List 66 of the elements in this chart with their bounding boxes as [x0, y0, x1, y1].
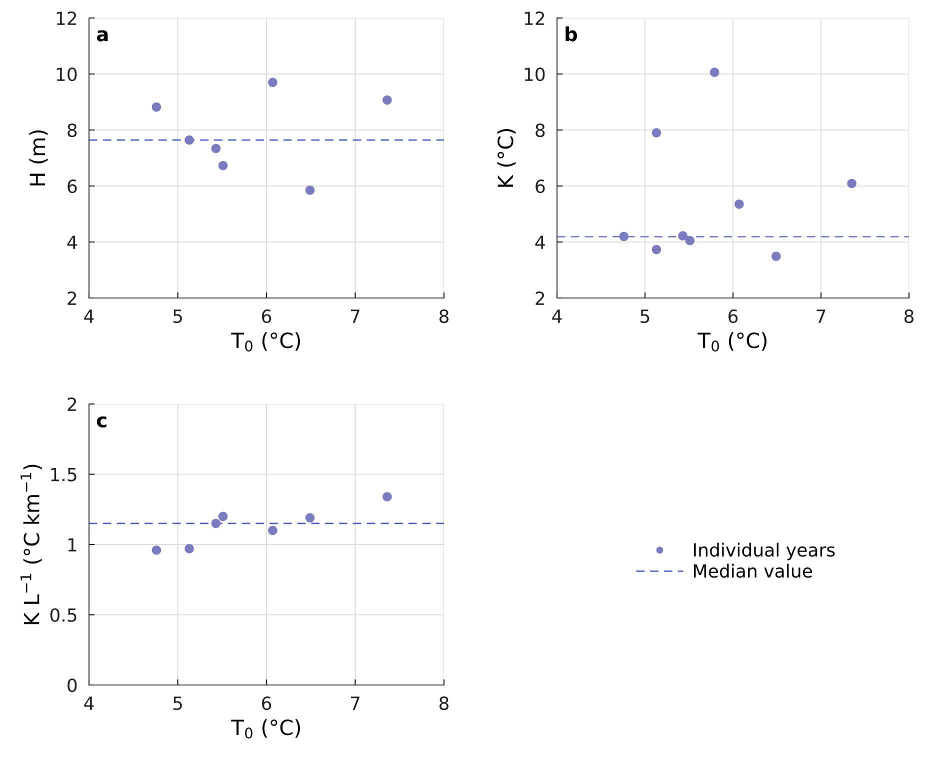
- x-tick-label: 6: [262, 696, 272, 710]
- point: [771, 252, 781, 261]
- x-tick-label: 7: [816, 310, 826, 323]
- y-tick-label: 2: [68, 291, 76, 305]
- point: [710, 68, 720, 77]
- y-tick-label: 1.5: [51, 468, 76, 482]
- x-tick-label: 4: [84, 696, 94, 710]
- y-tick-label: 10: [524, 67, 545, 82]
- x-tick-label: 5: [640, 310, 650, 324]
- annotation: b: [566, 26, 578, 42]
- y-tick-label: 10: [56, 67, 77, 82]
- y-tick-label: 2: [536, 291, 544, 305]
- annotation: a: [96, 30, 108, 42]
- point: [268, 78, 278, 88]
- legend-label: Median value: [694, 564, 812, 578]
- legend-label: Individual years: [694, 542, 835, 560]
- point: [184, 544, 194, 554]
- x-axis-title: T$_{0}$ (°C): [698, 332, 767, 352]
- y-tick-label: 6: [68, 179, 77, 194]
- point: [305, 186, 315, 195]
- y-tick-label: 0.5: [50, 608, 76, 622]
- point: [847, 178, 856, 188]
- y-tick-label: 1: [68, 538, 76, 552]
- point: [211, 144, 221, 154]
- point: [685, 236, 695, 246]
- point: [218, 512, 228, 522]
- x-tick-label: 7: [350, 310, 360, 323]
- y-tick-label: 4: [535, 236, 545, 249]
- x-axis-title: T$_{0}$ (°C): [231, 332, 300, 352]
- point: [152, 102, 162, 112]
- x-tick-label: 6: [262, 309, 272, 324]
- x-tick-label: 4: [552, 310, 562, 323]
- y-tick-label: 4: [67, 236, 77, 249]
- x-tick-label: 8: [904, 309, 914, 324]
- x-axis-title: T$_{0}$ (°C): [231, 719, 300, 739]
- x-tick-label: 4: [84, 310, 94, 323]
- y-tick-label: 8: [68, 123, 77, 138]
- y-tick-label: 0: [68, 678, 77, 692]
- y-tick-label: 12: [524, 11, 544, 25]
- y-tick-label: 8: [536, 123, 545, 138]
- y-tick-label: 2: [68, 397, 76, 411]
- x-tick-label: 8: [439, 696, 449, 710]
- point: [211, 518, 221, 528]
- x-tick-label: 8: [439, 309, 449, 324]
- x-tick-label: 7: [350, 696, 360, 710]
- point: [218, 160, 228, 170]
- point: [268, 526, 278, 536]
- point: [305, 513, 315, 522]
- y-tick-label: 12: [56, 11, 76, 25]
- y-tick-label: 6: [536, 179, 545, 194]
- point: [152, 545, 162, 555]
- annotation: c: [96, 416, 106, 428]
- y-axis-title: H (m): [29, 130, 48, 186]
- point: [382, 492, 392, 502]
- y-axis-title: K (°C): [497, 129, 516, 187]
- point: [734, 200, 744, 209]
- x-tick-label: 6: [728, 309, 738, 324]
- point: [619, 232, 629, 242]
- x-tick-label: 5: [173, 696, 182, 710]
- point: [184, 135, 194, 145]
- y-axis-title: K L$^{−1}$ (°C km$^{−1}$): [20, 464, 42, 624]
- point: [652, 244, 662, 254]
- point: [678, 231, 688, 240]
- x-tick-label: 5: [173, 310, 182, 324]
- point: [652, 128, 662, 138]
- point: [382, 95, 392, 105]
